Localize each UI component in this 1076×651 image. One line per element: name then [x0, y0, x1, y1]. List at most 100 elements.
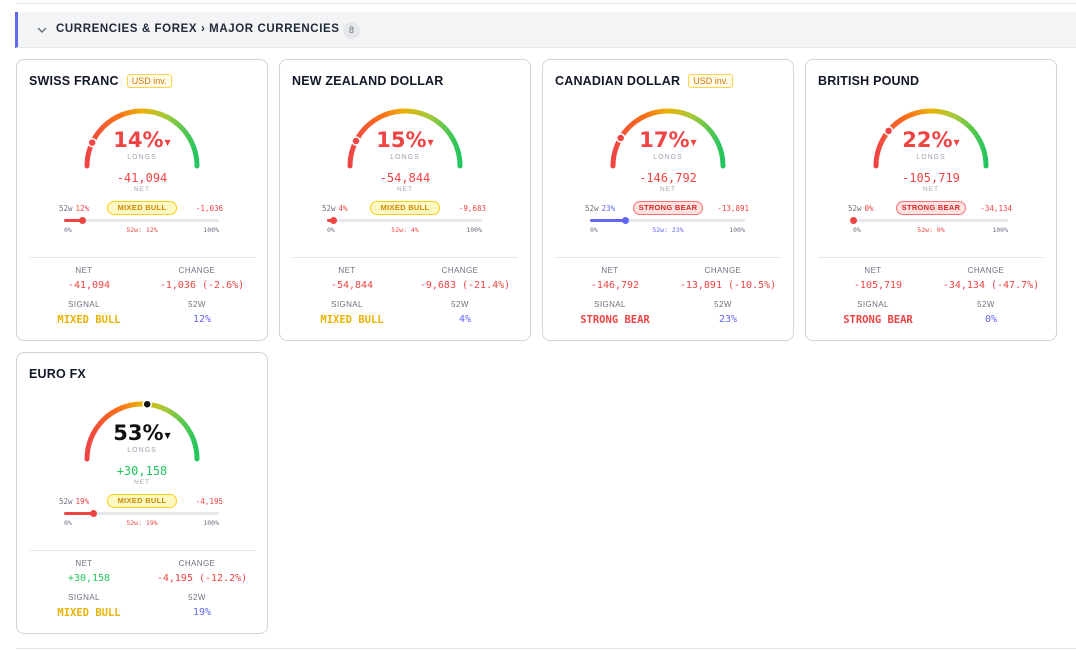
range-marker: [89, 509, 97, 517]
change-stat-value: -9,683 (-21.4%): [419, 280, 511, 291]
w52-readout: 52w 12%: [59, 204, 89, 213]
card-divider: [29, 257, 255, 258]
w52-readout: 52w 19%: [59, 497, 89, 506]
w52-stat-label: 52W: [451, 300, 469, 309]
net-stat-value: +30,158: [67, 573, 111, 584]
card-title: CANADIAN DOLLAR USD inv.: [555, 74, 734, 88]
section-count-badge: 8: [343, 22, 360, 39]
longs-label: LONGS: [127, 154, 157, 161]
net-value: +30,158: [116, 464, 168, 478]
w52-small-label: 52w: [59, 497, 73, 506]
signal-badge: STRONG BEAR: [896, 201, 966, 215]
card-divider: [29, 550, 255, 551]
longs-label: LONGS: [390, 154, 420, 161]
currency-card[interactable]: NEW ZEALAND DOLLAR 15%▼ LONGS -54,844 NE…: [279, 59, 531, 341]
currency-name: BRITISH POUND: [818, 74, 920, 88]
w52-small-value: 23%: [601, 204, 616, 213]
w52-stat-label: 52W: [188, 300, 206, 309]
longs-label: LONGS: [127, 447, 157, 454]
gauge-marker: [142, 399, 152, 409]
change-stat-label: CHANGE: [967, 266, 1005, 275]
signal-stat-value: STRONG BEAR: [580, 314, 650, 326]
range-min-label: 0%: [327, 226, 335, 234]
longs-percent-value: 53%: [113, 421, 164, 445]
signal-stat-label: SIGNAL: [331, 300, 363, 309]
w52-small-label: 52w: [322, 204, 336, 213]
range-max-label: 100%: [203, 226, 219, 234]
range-marker: [622, 216, 630, 224]
card-title: BRITISH POUND: [818, 74, 919, 88]
net-label: NET: [660, 186, 676, 193]
range-fill: [64, 512, 94, 515]
change-small: -13,891: [717, 204, 749, 213]
longs-gauge: [610, 108, 726, 169]
change-stat-label: CHANGE: [178, 559, 216, 568]
longs-label: LONGS: [653, 154, 683, 161]
section-title: CURRENCIES & FOREX › MAJOR CURRENCIES: [56, 23, 340, 35]
range-min-label: 0%: [853, 226, 861, 234]
w52-readout: 52w 23%: [585, 204, 615, 213]
gauge-marker: [351, 136, 361, 146]
change-small: -34,134: [980, 204, 1012, 213]
currency-card[interactable]: EURO FX 53%▼ LONGS +30,158 NET 52w 19% MI…: [16, 352, 268, 634]
change-stat-value: -13,891 (-10.5%): [679, 280, 777, 291]
range-track: [64, 216, 219, 224]
change-small: -1,036: [195, 204, 223, 213]
range-max-label: 100%: [729, 226, 745, 234]
chevron-down-icon[interactable]: [36, 24, 48, 36]
longs-gauge: [84, 108, 200, 169]
longs-gauge: [873, 108, 989, 169]
range-marker: [849, 216, 857, 224]
w52-small-label: 52w: [59, 204, 73, 213]
net-value: -105,719: [902, 171, 960, 185]
w52-stat-value: 0%: [984, 314, 998, 325]
currency-name: EURO FX: [29, 367, 86, 381]
signal-stat-label: SIGNAL: [68, 593, 100, 602]
card-title: NEW ZEALAND DOLLAR: [292, 74, 444, 88]
w52-readout: 52w 4%: [322, 204, 348, 213]
w52-small-value: 12%: [75, 204, 90, 213]
signal-stat-label: SIGNAL: [594, 300, 626, 309]
down-arrow-icon: ▼: [427, 138, 434, 147]
gauge-marker: [87, 137, 97, 148]
w52-stat-value: 12%: [192, 314, 212, 325]
signal-stat-value: MIXED BULL: [320, 314, 384, 326]
longs-percent-value: 15%: [376, 128, 427, 152]
card-title: SWISS FRANC USD inv.: [29, 74, 172, 88]
net-value: -146,792: [639, 171, 697, 185]
longs-percent: 14%▼: [17, 128, 267, 152]
net-label: NET: [134, 186, 150, 193]
currency-card[interactable]: CANADIAN DOLLAR USD inv. 17%▼ LONGS -146,…: [542, 59, 794, 341]
gauge-marker: [615, 133, 626, 143]
currency-name: SWISS FRANC: [29, 74, 119, 88]
range-min-label: 0%: [64, 519, 72, 527]
signal-stat-label: SIGNAL: [68, 300, 100, 309]
range-fill: [64, 219, 83, 222]
down-arrow-icon: ▼: [164, 138, 171, 147]
longs-percent: 22%▼: [806, 128, 1056, 152]
card-divider: [818, 257, 1044, 258]
range-min-label: 0%: [590, 226, 598, 234]
net-stat-label: NET: [75, 266, 93, 275]
currency-name: NEW ZEALAND DOLLAR: [292, 74, 444, 88]
longs-percent: 15%▼: [280, 128, 530, 152]
longs-label: LONGS: [916, 154, 946, 161]
down-arrow-icon: ▼: [690, 138, 697, 147]
currency-card[interactable]: SWISS FRANC USD inv. 14%▼ LONGS -41,094 N…: [16, 59, 268, 341]
longs-percent-value: 14%: [113, 128, 164, 152]
net-label: NET: [134, 479, 150, 486]
net-stat-value: -54,844: [330, 280, 374, 291]
w52-stat-value: 4%: [458, 314, 472, 325]
w52-readout: 52w 0%: [848, 204, 874, 213]
signal-badge: MIXED BULL: [107, 494, 177, 508]
net-stat-label: NET: [601, 266, 619, 275]
range-track: [64, 509, 219, 517]
w52-small-value: 0%: [864, 204, 874, 213]
change-stat-value: -4,195 (-12.2%): [156, 573, 248, 584]
range-track: [590, 216, 745, 224]
net-stat-value: -105,719: [853, 280, 903, 291]
w52-small-value: 19%: [75, 497, 90, 506]
bottom-divider: [16, 648, 1076, 649]
section-header[interactable]: CURRENCIES & FOREX › MAJOR CURRENCIES 8: [15, 12, 1076, 48]
currency-card[interactable]: BRITISH POUND 22%▼ LONGS -105,719 NET 52…: [805, 59, 1057, 341]
